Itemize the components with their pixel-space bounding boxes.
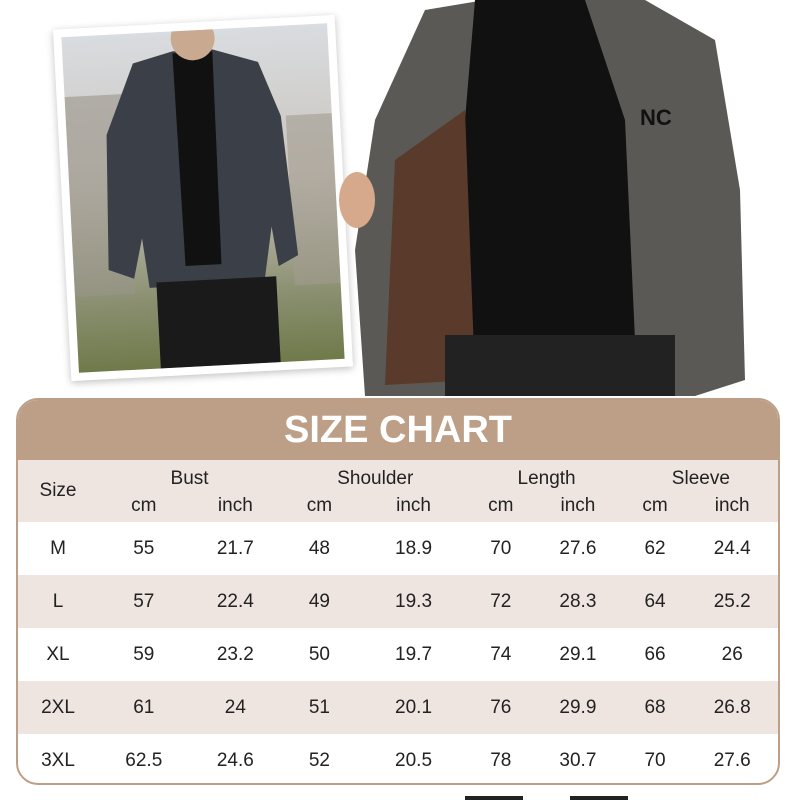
measurement-cell: 27.6 xyxy=(559,537,597,559)
size-cell: XL xyxy=(46,643,70,665)
table-row: XL 59 23.2 50 19.7 74 29.1 66 26 xyxy=(18,628,778,681)
measurement-cell: 24.4 xyxy=(713,537,751,559)
bottom-image-edge xyxy=(465,796,523,800)
unit-header-cm: cm xyxy=(98,490,190,522)
size-cell: 2XL xyxy=(18,681,98,734)
measurement-cell: 68 xyxy=(623,681,687,734)
measurement-cell: 55 xyxy=(133,537,155,559)
measurement-cell: 24 xyxy=(189,681,282,734)
measurement-cell: 30.7 xyxy=(559,749,597,771)
measurement-cell: 49 xyxy=(281,575,358,628)
unit-header-inch: inch xyxy=(189,490,282,522)
measurement-cell: 70 xyxy=(644,749,666,771)
model-closeup-image: NC xyxy=(335,0,755,396)
measurement-cell: 18.9 xyxy=(395,537,433,559)
measurement-cell: 29.9 xyxy=(532,681,624,734)
size-chart-panel: SIZE CHART Size Bust Shoulder Length Sle… xyxy=(16,398,780,785)
measurement-cell: 21.7 xyxy=(216,537,254,559)
measurement-cell: 52 xyxy=(308,749,330,771)
measurement-cell: 74 xyxy=(490,643,512,665)
size-cell: L xyxy=(18,575,98,628)
measurement-cell: 51 xyxy=(281,681,358,734)
unit-header-inch: inch xyxy=(532,490,624,522)
unit-header-cm: cm xyxy=(623,490,687,522)
measurement-cell: 61 xyxy=(98,681,190,734)
group-header-sleeve: Sleeve xyxy=(623,460,778,490)
measurement-cell: 23.2 xyxy=(216,643,254,665)
measurement-cell: 57 xyxy=(98,575,190,628)
measurement-cell: 64 xyxy=(623,575,687,628)
bottom-image-edge xyxy=(570,796,628,800)
group-header-bust: Bust xyxy=(98,460,282,490)
jacket-logo: NC xyxy=(640,105,672,130)
model-photo-outdoor xyxy=(52,14,354,382)
measurement-cell: 78 xyxy=(490,749,512,771)
measurement-cell: 76 xyxy=(469,681,533,734)
measurement-cell: 59 xyxy=(133,643,155,665)
size-cell: 3XL xyxy=(41,749,75,771)
table-row: 3XL 62.5 24.6 52 20.5 78 30.7 70 27.6 xyxy=(18,734,778,783)
measurement-cell: 25.2 xyxy=(686,575,778,628)
measurement-cell: 19.7 xyxy=(395,643,433,665)
unit-header-inch: inch xyxy=(357,490,470,522)
unit-header-cm: cm xyxy=(281,490,358,522)
size-header: Size xyxy=(18,460,98,522)
measurement-cell: 22.4 xyxy=(189,575,282,628)
measurement-cell: 20.5 xyxy=(395,749,433,771)
measurement-cell: 29.1 xyxy=(559,643,597,665)
table-row: L 57 22.4 49 19.3 72 28.3 64 25.2 xyxy=(18,575,778,628)
measurement-cell: 20.1 xyxy=(357,681,470,734)
measurement-cell: 70 xyxy=(490,537,512,559)
measurement-cell: 66 xyxy=(644,643,666,665)
measurement-cell: 27.6 xyxy=(713,749,751,771)
unit-header-inch: inch xyxy=(686,490,778,522)
measurement-cell: 48 xyxy=(308,537,330,559)
measurement-cell: 19.3 xyxy=(357,575,470,628)
measurement-cell: 62 xyxy=(644,537,666,559)
measurement-cell: 24.6 xyxy=(216,749,254,771)
table-row: 2XL 61 24 51 20.1 76 29.9 68 26.8 xyxy=(18,681,778,734)
group-header-length: Length xyxy=(469,460,624,490)
unit-header-cm: cm xyxy=(469,490,533,522)
group-header-shoulder: Shoulder xyxy=(281,460,470,490)
size-chart-title: SIZE CHART xyxy=(18,400,778,460)
size-cell: M xyxy=(50,537,66,559)
model-figure-image xyxy=(64,23,341,373)
measurement-cell: 26.8 xyxy=(686,681,778,734)
measurement-cell: 72 xyxy=(469,575,533,628)
measurement-cell: 50 xyxy=(308,643,330,665)
size-chart-table: Size Bust Shoulder Length Sleeve cm inch c… xyxy=(18,460,778,783)
table-row: M 55 21.7 48 18.9 70 27.6 62 24.4 xyxy=(18,522,778,575)
measurement-cell: 28.3 xyxy=(532,575,624,628)
measurement-cell: 62.5 xyxy=(125,749,163,771)
measurement-cell: 26 xyxy=(721,643,743,665)
